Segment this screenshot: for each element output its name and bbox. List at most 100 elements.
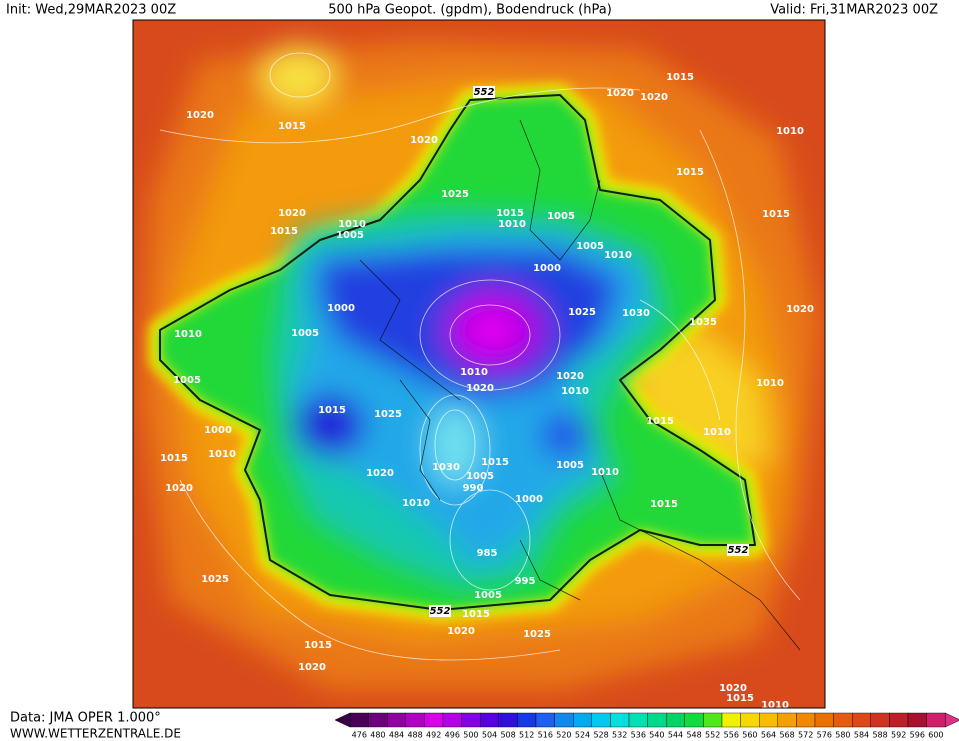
pressure-label: 1010 <box>174 329 202 340</box>
colorbar-label: 492 <box>426 731 441 740</box>
pressure-label: 1025 <box>523 629 551 640</box>
colorbar-label: 484 <box>389 731 404 740</box>
colorbar-label: 504 <box>482 731 497 740</box>
valid-time: Valid: Fri,31MAR2023 00Z <box>770 3 938 18</box>
pressure-label: 1005 <box>336 230 364 241</box>
colorbar-label: 600 <box>928 731 943 740</box>
colorbar-swatch <box>814 712 834 728</box>
colorbar-swatch <box>517 712 537 728</box>
pressure-label: 1000 <box>327 303 355 314</box>
pressure-label: 1000 <box>204 425 232 436</box>
colorbar-swatch <box>387 712 407 728</box>
pressure-label: 1005 <box>291 328 319 339</box>
pressure-label: 1010 <box>208 449 236 460</box>
pressure-label: 1020 <box>786 304 814 315</box>
colorbar-label: 536 <box>631 731 646 740</box>
colorbar-swatch <box>740 712 760 728</box>
colorbar-swatch <box>368 712 388 728</box>
pressure-label: 1005 <box>556 460 584 471</box>
pressure-label: 1010 <box>756 378 784 389</box>
pressure-label: 1010 <box>498 219 526 230</box>
colorbar-swatch <box>554 712 574 728</box>
colorbar-high <box>944 712 959 728</box>
colorbar-label: 560 <box>742 731 757 740</box>
pressure-label: 1020 <box>640 92 668 103</box>
pressure-label: 1010 <box>460 367 488 378</box>
pressure-label: 1035 <box>689 317 717 328</box>
pressure-label: 1020 <box>466 383 494 394</box>
pressure-label: 1005 <box>466 471 494 482</box>
colorbar-swatch <box>833 712 853 728</box>
height-label-box <box>429 605 451 617</box>
colorbar-swatch <box>907 712 927 728</box>
colorbar-label: 564 <box>761 731 776 740</box>
pressure-label: 1010 <box>776 126 804 137</box>
pressure-label: 1015 <box>304 640 332 651</box>
colorbar-swatch <box>424 712 444 728</box>
colorbar-swatch <box>591 712 611 728</box>
colorbar-label: 500 <box>463 731 478 740</box>
pressure-label: 1010 <box>591 467 619 478</box>
pressure-label: 985 <box>477 548 498 559</box>
pressure-label: 1020 <box>447 626 475 637</box>
pressure-label: 1015 <box>278 121 306 132</box>
pressure-label: 1010 <box>761 700 789 711</box>
pressure-label: 1020 <box>278 208 306 219</box>
pressure-label: 1005 <box>547 211 575 222</box>
pressure-label: 1030 <box>622 308 650 319</box>
pressure-label: 1015 <box>270 226 298 237</box>
colorbar-swatch <box>498 712 518 728</box>
colorbar-label: 572 <box>798 731 813 740</box>
colorbar-swatch <box>666 712 686 728</box>
colorbar-swatch <box>721 712 741 728</box>
height-label: 552 <box>430 606 451 617</box>
pressure-label: 1005 <box>576 241 604 252</box>
pressure-label: 1010 <box>561 386 589 397</box>
height-label: 552 <box>474 87 495 98</box>
colorbar-label: 540 <box>649 731 664 740</box>
colorbar-label: 508 <box>500 731 515 740</box>
pressure-label: 1025 <box>374 409 402 420</box>
colorbar-swatch <box>573 712 593 728</box>
pressure-label: 1015 <box>726 693 754 704</box>
pressure-label: 1015 <box>496 208 524 219</box>
colorbar-label: 552 <box>705 731 720 740</box>
colorbar-label: 580 <box>835 731 850 740</box>
colorbar-label: 548 <box>686 731 701 740</box>
init-time: Init: Wed,29MAR2023 00Z <box>6 3 176 18</box>
pressure-label: 1020 <box>410 135 438 146</box>
pressure-label: 1020 <box>186 110 214 121</box>
colorbar-label: 516 <box>538 731 553 740</box>
colorbar-label: 532 <box>612 731 627 740</box>
pressure-label: 995 <box>515 576 536 587</box>
pressure-label: 1025 <box>201 574 229 585</box>
colorbar-label: 584 <box>854 731 869 740</box>
pressure-label: 990 <box>463 483 484 494</box>
pressure-label: 1020 <box>719 683 747 694</box>
height-label-box <box>727 544 749 556</box>
pressure-label: 1015 <box>481 457 509 468</box>
pressure-label: 1015 <box>762 209 790 220</box>
data-source: Data: JMA OPER 1.000° <box>10 711 161 726</box>
colorbar-swatch <box>796 712 816 728</box>
colorbar-swatch <box>349 712 369 728</box>
colorbar-swatch <box>535 712 555 728</box>
colorbar-label: 568 <box>779 731 794 740</box>
pressure-label: 1030 <box>432 462 460 473</box>
colorbar-label: 588 <box>872 731 887 740</box>
pressure-label: 1015 <box>666 72 694 83</box>
colorbar-swatch <box>405 712 425 728</box>
height-label-box <box>473 86 495 98</box>
pressure-label: 1015 <box>676 167 704 178</box>
pressure-label: 1010 <box>402 498 430 509</box>
colorbar-label: 596 <box>910 731 925 740</box>
colorbar-label: 528 <box>593 731 608 740</box>
colorbar-swatch <box>889 712 909 728</box>
colorbar-label: 496 <box>445 731 460 740</box>
pressure-label: 1010 <box>338 219 366 230</box>
colorbar-swatch <box>759 712 779 728</box>
colorbar-swatch <box>610 712 630 728</box>
pressure-label: 1000 <box>515 494 543 505</box>
colorbar-label: 480 <box>370 731 385 740</box>
